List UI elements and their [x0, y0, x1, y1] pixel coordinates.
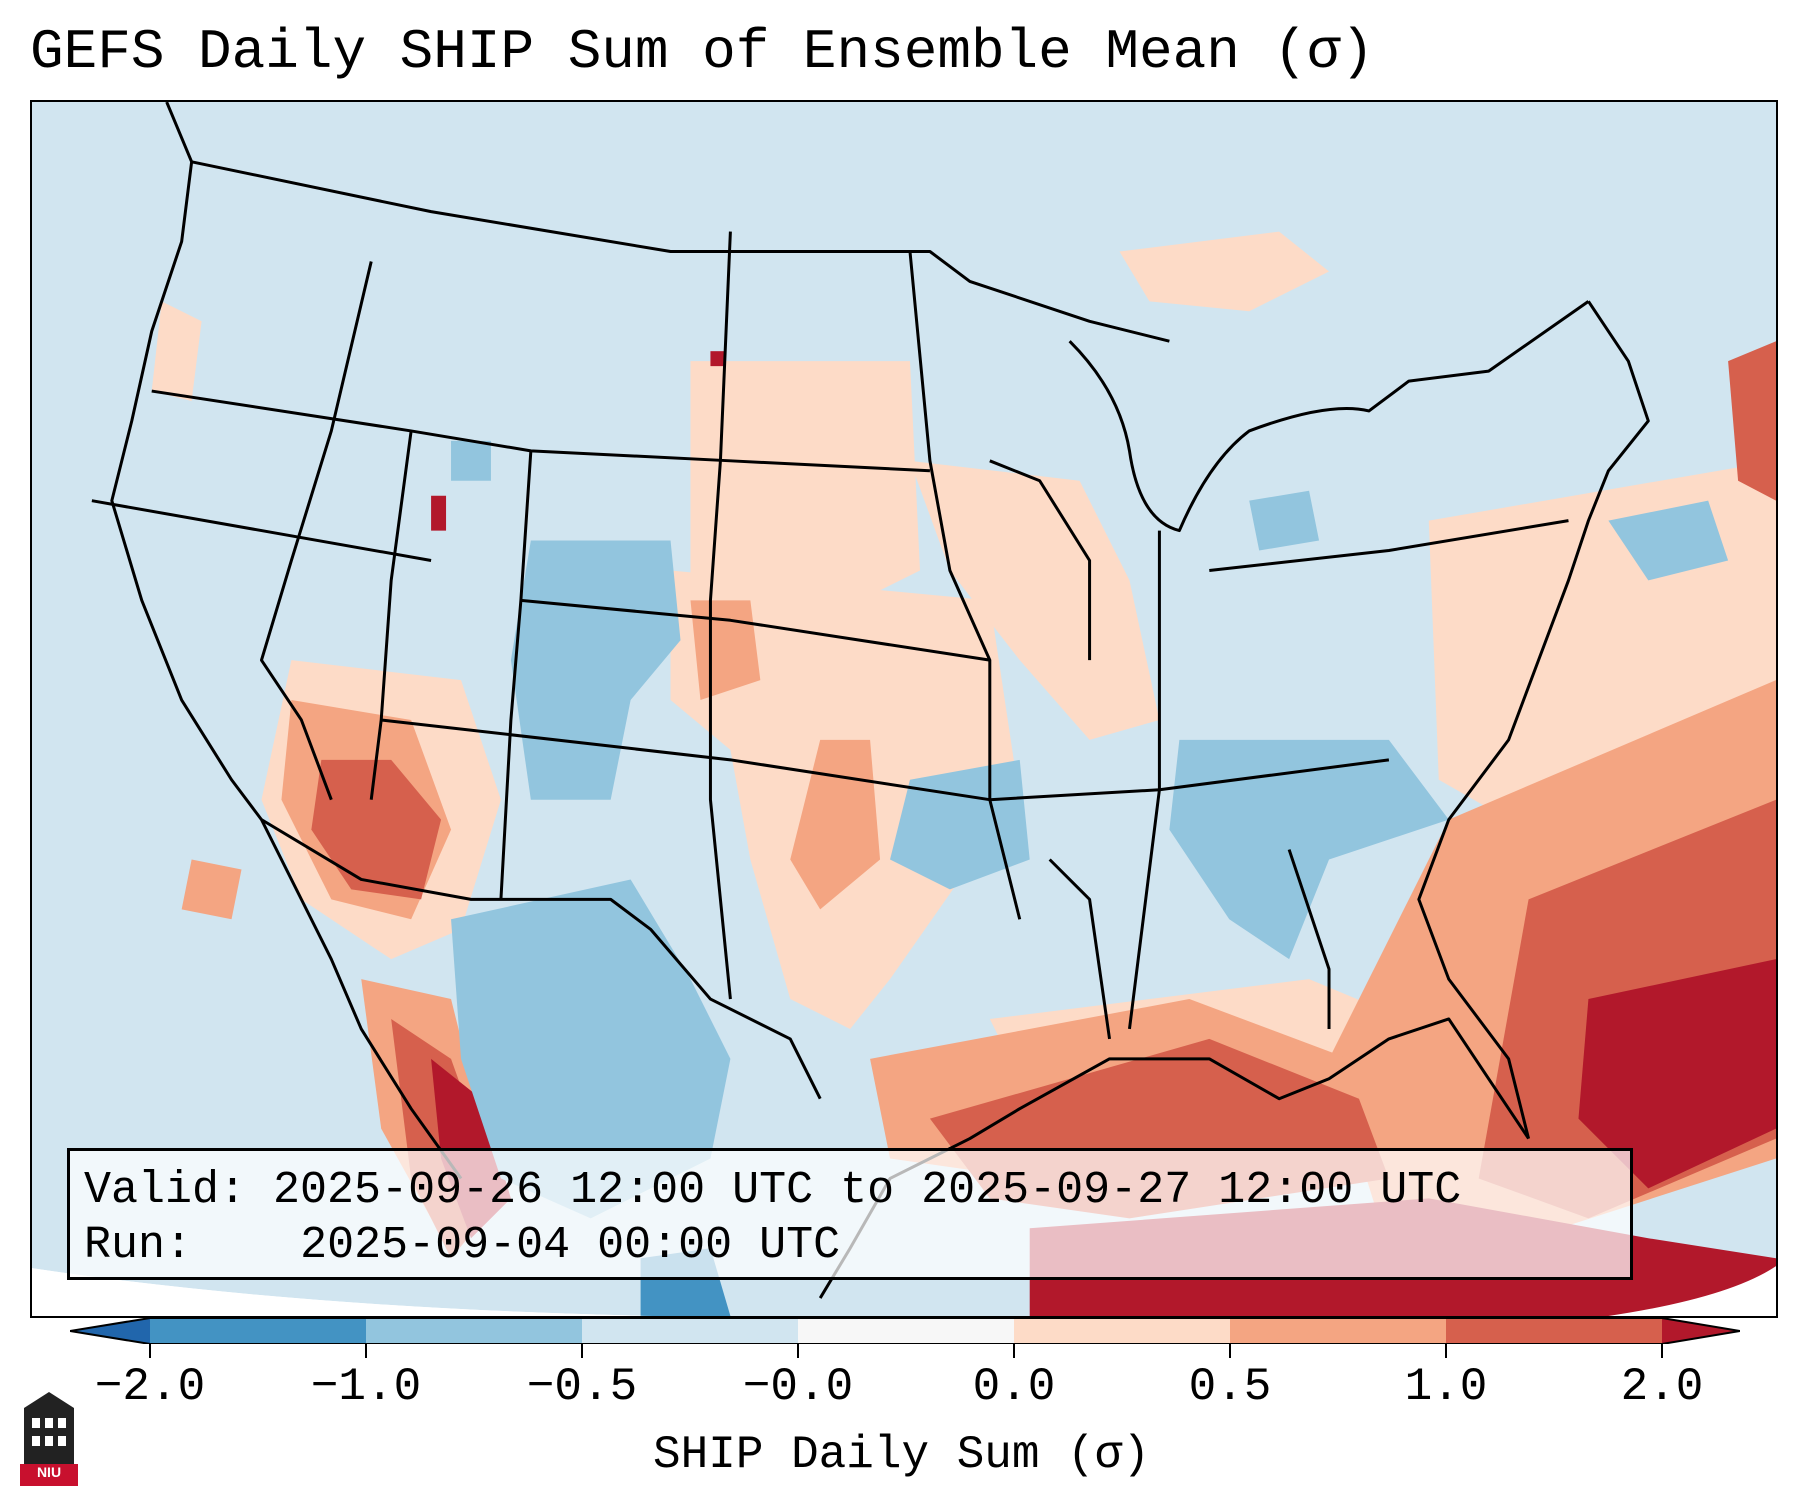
- colorbar-over-triangle: [1662, 1318, 1740, 1344]
- colorbar-tick: [365, 1344, 367, 1358]
- state-line-10: [1209, 519, 1569, 572]
- valid-run-info-box: Valid: 2025-09-26 12:00 UTC to 2025-09-2…: [67, 1148, 1633, 1280]
- colorbar-tick: [149, 1344, 151, 1358]
- run-label: Run:: [84, 1220, 193, 1271]
- colorbar-tick-label: 0.5: [1188, 1361, 1272, 1413]
- colorbar-bin-neg-mid: [366, 1318, 582, 1344]
- colorbar-bin-pos-strong: [1446, 1318, 1662, 1344]
- negative-anomaly-mid: [451, 440, 1729, 1219]
- state-line-2: [259, 261, 373, 801]
- colorbar-tick: [1229, 1344, 1231, 1358]
- colorbar-tick-label: −1.0: [310, 1361, 422, 1413]
- valid-label: Valid:: [84, 1165, 247, 1216]
- state-line-9: [1127, 530, 1161, 1030]
- state-line-14: [989, 459, 1092, 661]
- colorbar-tick-label: −2.0: [94, 1361, 206, 1413]
- colorbar-tick: [1013, 1344, 1015, 1358]
- colorbar-tick-label: 2.0: [1620, 1361, 1704, 1413]
- colorbar-bin-pos-weak: [1014, 1318, 1230, 1344]
- mexico-border: [260, 818, 822, 1100]
- state-line-7: [381, 718, 1390, 802]
- colorbar-tick: [797, 1344, 799, 1358]
- colorbar-bin-pos-mid: [1230, 1318, 1446, 1344]
- colorbar-tick-label: 0.0: [972, 1361, 1056, 1413]
- state-line-6: [908, 251, 1022, 920]
- colorbar-tick-label: 1.0: [1404, 1361, 1488, 1413]
- state-line-5: [708, 231, 732, 1000]
- map-title: GEFS Daily SHIP Sum of Ensemble Mean (σ): [30, 20, 1375, 84]
- map-canvas: [32, 102, 1776, 1316]
- state-line-8: [520, 598, 991, 662]
- great-lakes-outline: [1068, 300, 1590, 533]
- colorbar-tick: [1445, 1344, 1447, 1358]
- colorbar-bin-neutral: [798, 1318, 1014, 1344]
- colorbar-tick: [1661, 1344, 1663, 1358]
- logo-text: NIU: [36, 1464, 62, 1480]
- colorbar-label: SHIP Daily Sum (σ): [653, 1429, 1150, 1481]
- colorbar: [70, 1318, 1740, 1344]
- state-line-11: [1287, 849, 1331, 1029]
- valid-value: 2025-09-26 12:00 UTC to 2025-09-27 12:00…: [273, 1165, 1462, 1216]
- map-panel: [30, 100, 1778, 1318]
- state-line-13: [91, 499, 432, 562]
- east-coast-line: [1417, 300, 1650, 1139]
- state-line-12: [1048, 858, 1112, 1040]
- colorbar-under-triangle: [70, 1318, 150, 1344]
- run-value: 2025-09-04 00:00 UTC: [300, 1220, 841, 1271]
- colorbar-tick-label: −0.0: [742, 1361, 854, 1413]
- state-line-3: [369, 430, 413, 800]
- canada-border: [191, 160, 1170, 343]
- state-line-4: [499, 450, 533, 900]
- west-coast-line: [110, 102, 463, 1180]
- colorbar-bin-neg-strong: [150, 1318, 366, 1344]
- boundary-lines: [91, 102, 1650, 1299]
- colorbar-tick-label: −0.5: [526, 1361, 638, 1413]
- out-of-domain-area: [32, 1268, 1030, 1316]
- university-tower-icon: [20, 1392, 78, 1486]
- colorbar-bin-neg-weak: [582, 1318, 798, 1344]
- colorbar-tick: [581, 1344, 583, 1358]
